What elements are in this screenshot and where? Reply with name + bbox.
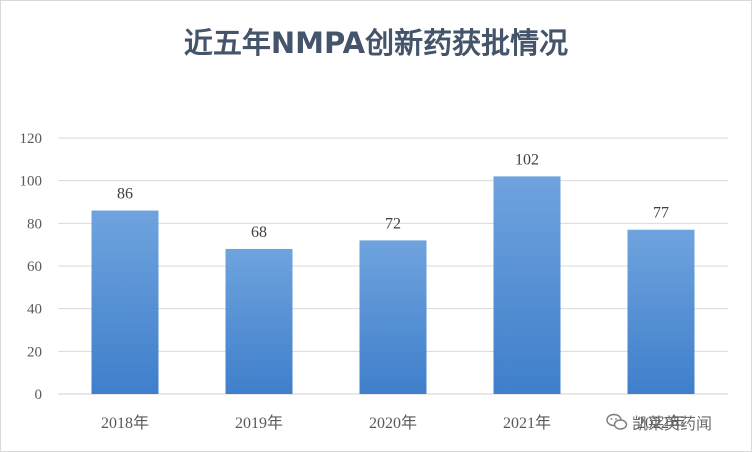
data-label: 77 xyxy=(653,205,669,222)
y-tick-label: 60 xyxy=(27,259,42,275)
x-tick-label: 2019年 xyxy=(235,414,283,432)
data-label: 72 xyxy=(385,215,401,232)
chart-title: 近五年NMPA创新药获批情况 xyxy=(183,26,569,60)
x-tick-label: 2022年 xyxy=(637,414,685,432)
x-axis-ticks: 2018年 2019年 2020年 2021年 2022年 xyxy=(101,414,685,432)
x-tick-label: 2018年 xyxy=(101,414,149,432)
watermark: 凯莱英药闻 xyxy=(606,407,746,437)
y-tick-label: 80 xyxy=(27,216,42,232)
bar-2019年 xyxy=(225,248,293,394)
data-label: 86 xyxy=(117,186,133,203)
bar-2018年 xyxy=(91,210,159,394)
y-tick-label: 20 xyxy=(27,344,42,360)
data-label: 68 xyxy=(251,224,267,241)
y-tick-label: 40 xyxy=(27,302,42,318)
bar-2020年 xyxy=(359,240,427,394)
x-tick-label: 2021年 xyxy=(503,414,551,432)
data-label: 102 xyxy=(515,151,539,168)
y-axis-ticks: 0 20 40 60 80 100 120 xyxy=(20,131,43,403)
bar-2021年 xyxy=(493,176,561,394)
y-tick-label: 120 xyxy=(20,131,43,147)
bar-2022年 xyxy=(627,229,695,394)
y-tick-label: 100 xyxy=(20,174,43,190)
x-tick-label: 2020年 xyxy=(369,414,417,432)
data-labels: 86 68 72 102 77 xyxy=(117,151,669,241)
bars xyxy=(91,176,695,394)
watermark-text: 凯莱英药闻 xyxy=(632,414,713,433)
wechat-icon xyxy=(606,413,628,431)
y-tick-label: 0 xyxy=(35,387,43,403)
